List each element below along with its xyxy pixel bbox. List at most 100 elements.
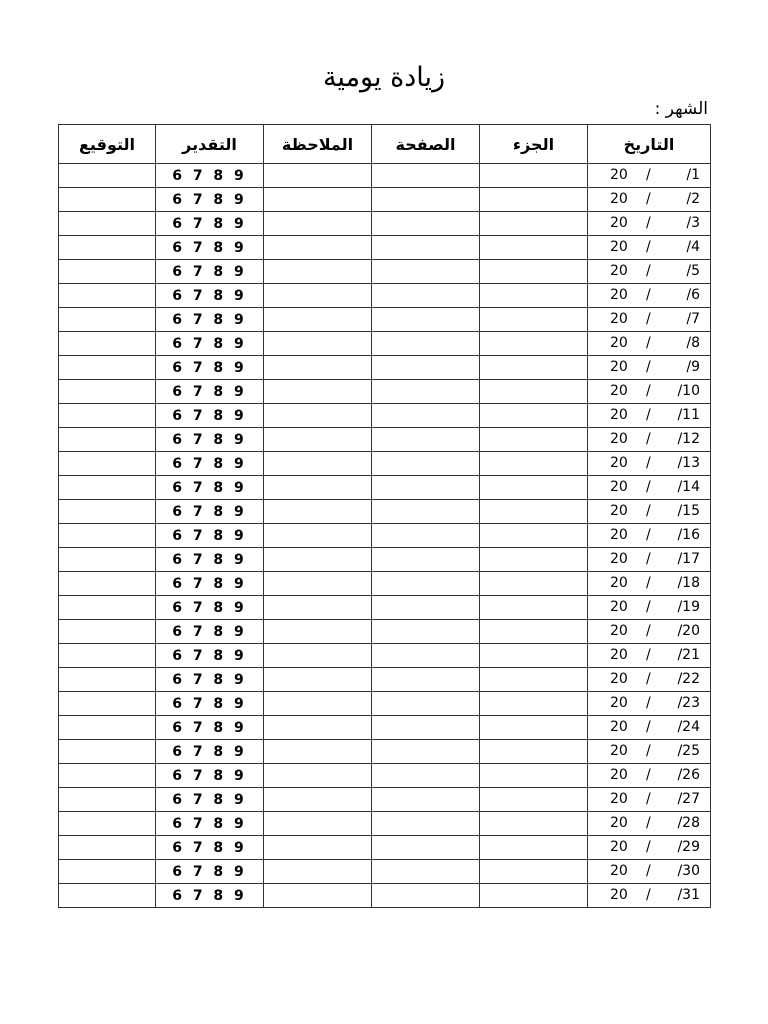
page-cell[interactable] — [371, 715, 480, 740]
part-cell[interactable] — [479, 331, 588, 356]
page-cell[interactable] — [371, 835, 480, 860]
signature-cell[interactable] — [58, 811, 156, 836]
grade-cell[interactable]: 6 7 8 9 — [155, 235, 264, 260]
note-cell[interactable] — [263, 883, 372, 908]
note-cell[interactable] — [263, 523, 372, 548]
part-cell[interactable] — [479, 523, 588, 548]
signature-cell[interactable] — [58, 691, 156, 716]
page-cell[interactable] — [371, 403, 480, 428]
signature-cell[interactable] — [58, 499, 156, 524]
page-cell[interactable] — [371, 547, 480, 572]
part-cell[interactable] — [479, 547, 588, 572]
part-cell[interactable] — [479, 859, 588, 884]
part-cell[interactable] — [479, 619, 588, 644]
part-cell[interactable] — [479, 763, 588, 788]
part-cell[interactable] — [479, 307, 588, 332]
note-cell[interactable] — [263, 859, 372, 884]
note-cell[interactable] — [263, 211, 372, 236]
page-cell[interactable] — [371, 787, 480, 812]
note-cell[interactable] — [263, 571, 372, 596]
part-cell[interactable] — [479, 475, 588, 500]
signature-cell[interactable] — [58, 835, 156, 860]
note-cell[interactable] — [263, 643, 372, 668]
note-cell[interactable] — [263, 403, 372, 428]
page-cell[interactable] — [371, 739, 480, 764]
note-cell[interactable] — [263, 595, 372, 620]
signature-cell[interactable] — [58, 787, 156, 812]
signature-cell[interactable] — [58, 163, 156, 188]
page-cell[interactable] — [371, 475, 480, 500]
part-cell[interactable] — [479, 691, 588, 716]
grade-cell[interactable]: 6 7 8 9 — [155, 547, 264, 572]
signature-cell[interactable] — [58, 859, 156, 884]
signature-cell[interactable] — [58, 523, 156, 548]
note-cell[interactable] — [263, 163, 372, 188]
note-cell[interactable] — [263, 283, 372, 308]
part-cell[interactable] — [479, 667, 588, 692]
note-cell[interactable] — [263, 331, 372, 356]
note-cell[interactable] — [263, 811, 372, 836]
signature-cell[interactable] — [58, 667, 156, 692]
grade-cell[interactable]: 6 7 8 9 — [155, 379, 264, 404]
signature-cell[interactable] — [58, 307, 156, 332]
signature-cell[interactable] — [58, 427, 156, 452]
grade-cell[interactable]: 6 7 8 9 — [155, 667, 264, 692]
page-cell[interactable] — [371, 331, 480, 356]
grade-cell[interactable]: 6 7 8 9 — [155, 523, 264, 548]
grade-cell[interactable]: 6 7 8 9 — [155, 883, 264, 908]
grade-cell[interactable]: 6 7 8 9 — [155, 595, 264, 620]
signature-cell[interactable] — [58, 475, 156, 500]
signature-cell[interactable] — [58, 283, 156, 308]
page-cell[interactable] — [371, 763, 480, 788]
grade-cell[interactable]: 6 7 8 9 — [155, 643, 264, 668]
page-cell[interactable] — [371, 211, 480, 236]
grade-cell[interactable]: 6 7 8 9 — [155, 259, 264, 284]
part-cell[interactable] — [479, 355, 588, 380]
note-cell[interactable] — [263, 427, 372, 452]
grade-cell[interactable]: 6 7 8 9 — [155, 619, 264, 644]
page-cell[interactable] — [371, 571, 480, 596]
grade-cell[interactable]: 6 7 8 9 — [155, 691, 264, 716]
grade-cell[interactable]: 6 7 8 9 — [155, 835, 264, 860]
grade-cell[interactable]: 6 7 8 9 — [155, 163, 264, 188]
signature-cell[interactable] — [58, 451, 156, 476]
page-cell[interactable] — [371, 811, 480, 836]
note-cell[interactable] — [263, 187, 372, 212]
note-cell[interactable] — [263, 667, 372, 692]
part-cell[interactable] — [479, 499, 588, 524]
note-cell[interactable] — [263, 691, 372, 716]
page-cell[interactable] — [371, 235, 480, 260]
part-cell[interactable] — [479, 451, 588, 476]
note-cell[interactable] — [263, 739, 372, 764]
grade-cell[interactable]: 6 7 8 9 — [155, 715, 264, 740]
signature-cell[interactable] — [58, 643, 156, 668]
signature-cell[interactable] — [58, 547, 156, 572]
note-cell[interactable] — [263, 835, 372, 860]
part-cell[interactable] — [479, 835, 588, 860]
signature-cell[interactable] — [58, 595, 156, 620]
note-cell[interactable] — [263, 451, 372, 476]
grade-cell[interactable]: 6 7 8 9 — [155, 763, 264, 788]
part-cell[interactable] — [479, 187, 588, 212]
signature-cell[interactable] — [58, 235, 156, 260]
grade-cell[interactable]: 6 7 8 9 — [155, 211, 264, 236]
signature-cell[interactable] — [58, 187, 156, 212]
grade-cell[interactable]: 6 7 8 9 — [155, 427, 264, 452]
part-cell[interactable] — [479, 163, 588, 188]
note-cell[interactable] — [263, 475, 372, 500]
page-cell[interactable] — [371, 859, 480, 884]
part-cell[interactable] — [479, 259, 588, 284]
page-cell[interactable] — [371, 595, 480, 620]
part-cell[interactable] — [479, 595, 588, 620]
page-cell[interactable] — [371, 163, 480, 188]
note-cell[interactable] — [263, 763, 372, 788]
part-cell[interactable] — [479, 403, 588, 428]
page-cell[interactable] — [371, 523, 480, 548]
note-cell[interactable] — [263, 619, 372, 644]
grade-cell[interactable]: 6 7 8 9 — [155, 187, 264, 212]
grade-cell[interactable]: 6 7 8 9 — [155, 787, 264, 812]
signature-cell[interactable] — [58, 715, 156, 740]
note-cell[interactable] — [263, 787, 372, 812]
page-cell[interactable] — [371, 187, 480, 212]
signature-cell[interactable] — [58, 355, 156, 380]
